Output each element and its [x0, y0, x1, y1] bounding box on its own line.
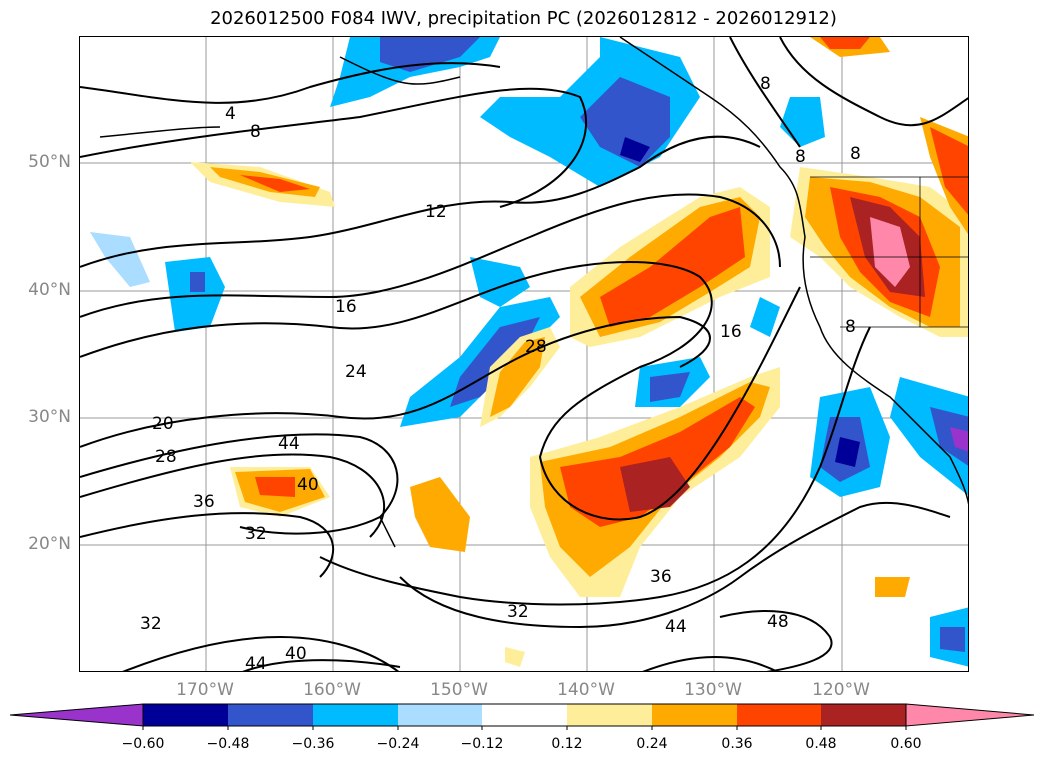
lon-label-160w: 160°W: [303, 680, 361, 700]
colorbar-tick: 0.48: [805, 736, 837, 752]
lon-label-150w: 150°W: [430, 680, 488, 700]
colorbar-segment: [567, 704, 652, 726]
colorbar-segment: [313, 704, 398, 726]
contour-label: 32: [140, 614, 162, 634]
colorbar-segment: [228, 704, 313, 726]
coastlines: [99, 37, 968, 548]
contour-label: 28: [525, 337, 547, 357]
lon-label-130w: 130°W: [684, 680, 742, 700]
lat-label-30n: 30°N: [28, 407, 71, 427]
graticule: [80, 37, 968, 671]
colorbar: [10, 703, 1035, 730]
contour-label: 8: [850, 144, 861, 164]
map-title: 2026012500 F084 IWV, precipitation PC (2…: [210, 8, 837, 29]
colorbar-segment: [482, 704, 567, 726]
state-borders: [810, 176, 968, 328]
contour-label-layer: 4 8 8 8 8 8 12 16 16 24 20 28 28 44 40 3…: [140, 74, 861, 672]
contour-label: 20: [152, 414, 174, 434]
map-panel: 4 8 8 8 8 8 12 16 16 24 20 28 28 44 40 3…: [79, 36, 969, 672]
lon-label-170w: 170°W: [176, 680, 234, 700]
contour-label: 28: [155, 447, 177, 467]
contour-label: 4: [225, 104, 236, 124]
contour-label: 32: [507, 602, 529, 622]
colorbar-tick: 0.36: [721, 736, 753, 752]
contour-label: 44: [245, 654, 267, 672]
colorbar-segment: [737, 704, 821, 726]
contour-label: 8: [795, 147, 806, 167]
contour-label: 36: [193, 492, 215, 512]
colorbar-tick: −0.36: [291, 736, 335, 752]
contour-label: 8: [845, 317, 856, 337]
contour-label: 12: [425, 202, 447, 222]
lon-label-120w: 120°W: [812, 680, 870, 700]
contour-label: 36: [650, 567, 672, 587]
contour-label: 32: [245, 524, 267, 544]
colorbar-segment: [143, 704, 228, 726]
colorbar-tick: −0.60: [121, 736, 165, 752]
colorbar-segment: [652, 704, 737, 726]
contour-label: 40: [297, 475, 319, 495]
colorbar-extend-low: [10, 703, 144, 727]
colorbar-tick: 0.24: [636, 736, 668, 752]
map-canvas: 4 8 8 8 8 8 12 16 16 24 20 28 28 44 40 3…: [80, 37, 968, 672]
colorbar-tick: −0.12: [460, 736, 504, 752]
contour-label: 44: [278, 434, 300, 454]
contour-label: 16: [720, 322, 742, 342]
colorbar-extend-high: [905, 703, 1035, 727]
contour-label: 8: [250, 122, 261, 142]
contour-label: 8: [760, 74, 771, 94]
colorbar-segment: [821, 704, 906, 726]
contour-label: 48: [767, 612, 789, 632]
lat-label-20n: 20°N: [28, 534, 71, 554]
precip-negative-areas: [90, 37, 968, 667]
contour-label: 24: [345, 362, 367, 382]
colorbar-segment: [398, 704, 482, 726]
precip-positive-areas: [190, 37, 968, 667]
contour-label: 44: [665, 617, 687, 637]
colorbar-tick: 0.12: [551, 736, 583, 752]
contour-label: 16: [335, 297, 357, 317]
colorbar-tick: −0.48: [206, 736, 250, 752]
lat-label-50n: 50°N: [28, 152, 71, 172]
lon-label-140w: 140°W: [557, 680, 615, 700]
colorbar-tick: −0.24: [376, 736, 420, 752]
iwv-contours: [80, 37, 968, 671]
lat-label-40n: 40°N: [28, 280, 71, 300]
contour-label: 40: [285, 644, 307, 664]
colorbar-tick: 0.60: [890, 736, 922, 752]
